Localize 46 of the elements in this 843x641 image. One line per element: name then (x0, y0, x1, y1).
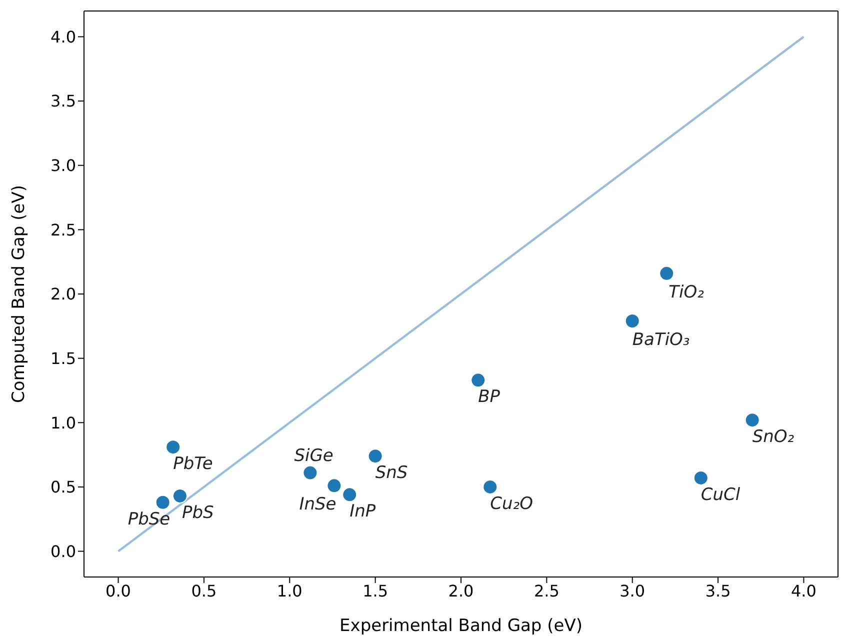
x-tick-label: 3.0 (620, 581, 646, 600)
annotation: BaTiO₃ (632, 330, 690, 350)
point (302, 465, 318, 480)
annotation: PbSe (128, 509, 170, 530)
y-tick-label: 0.0 (50, 542, 76, 561)
annotation: Cu₂O (490, 494, 533, 514)
x-tick-label: 2.5 (534, 581, 560, 600)
annotation: PbS (182, 502, 214, 523)
annotation: BP (478, 387, 501, 408)
point (326, 478, 342, 494)
y-tick-label: 2.5 (50, 220, 76, 240)
x-tick-label: 0.0 (106, 581, 131, 600)
annotation: InSe (299, 494, 336, 515)
annotation: SiGe (294, 446, 334, 466)
point (744, 412, 760, 428)
point (155, 494, 170, 510)
annotation: TiO₂ (668, 282, 704, 302)
point (624, 314, 640, 329)
point (166, 440, 181, 455)
y-tick-label: 3.5 (50, 92, 76, 111)
annotation: SnO₂ (752, 427, 794, 448)
point (470, 372, 486, 388)
point (482, 479, 498, 494)
annotation: PbTe (173, 454, 213, 474)
point (659, 266, 674, 281)
x-tick-label: 3.5 (705, 581, 731, 600)
x-tick-label: 1.5 (362, 581, 388, 600)
y-tick-label: 3.0 (50, 156, 76, 176)
annotation: CuCl (700, 484, 740, 505)
x-tick-label: 2.0 (448, 581, 474, 600)
y-tick-label: 1.5 (50, 349, 76, 368)
x-axis-title: Experimental Band Gap (eV) (340, 616, 582, 636)
y-axis-title: Computed Band Gap (eV) (9, 185, 30, 403)
point (172, 488, 188, 504)
y-tick-label: 0.5 (50, 478, 76, 497)
x-tick-label: 4.0 (791, 581, 816, 600)
y-tick-label: 1.0 (50, 413, 76, 432)
y-tick-label: 2.0 (50, 284, 76, 304)
point (693, 470, 708, 486)
point (368, 448, 383, 464)
annotation: InP (350, 502, 376, 522)
point (342, 487, 358, 502)
annotation: SnS (375, 463, 408, 484)
y-tick-label: 4.0 (50, 27, 76, 46)
x-tick-label: 1.0 (276, 581, 302, 600)
x-tick-label: 0.5 (191, 581, 217, 600)
